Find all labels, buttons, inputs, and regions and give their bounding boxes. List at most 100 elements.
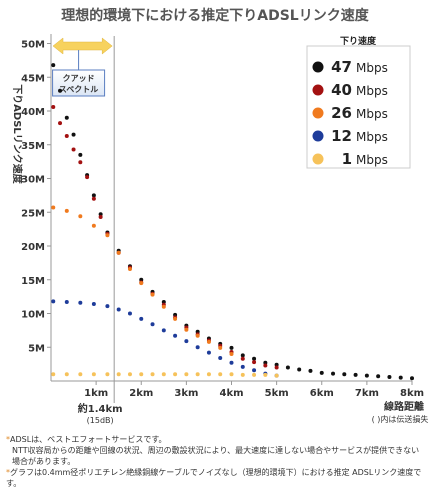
data-point bbox=[64, 372, 69, 377]
data-point bbox=[161, 304, 166, 309]
adsl-speed-chart: 理想的環境下における推定下りADSLリンク速度 下りADSLリンク速度 5M 10… bbox=[11, 7, 428, 425]
data-point bbox=[127, 266, 132, 271]
data-point bbox=[319, 370, 324, 375]
legend-swatch bbox=[312, 153, 324, 165]
x-tick-label: 8km bbox=[400, 388, 424, 399]
data-point bbox=[150, 372, 155, 377]
data-point bbox=[184, 327, 189, 332]
data-point bbox=[98, 214, 103, 219]
legend-swatch bbox=[312, 61, 324, 73]
data-point bbox=[78, 152, 83, 157]
data-point bbox=[410, 376, 414, 381]
legend-value: 40 bbox=[331, 81, 352, 99]
data-point bbox=[51, 104, 56, 109]
data-point bbox=[78, 372, 83, 377]
quad-label-line1: クアッド bbox=[63, 73, 95, 83]
data-point bbox=[240, 356, 245, 361]
data-point bbox=[206, 372, 211, 377]
data-point bbox=[150, 322, 155, 327]
legend: 下り速度 47 Mbps 40 Mbps 26 Mbps 12 Mbps 1 Mbps bbox=[306, 35, 411, 169]
y-axis-label: 下りADSLリンク速度 bbox=[11, 84, 24, 185]
x-tick-label: 4km bbox=[219, 388, 243, 399]
data-point bbox=[64, 300, 69, 305]
footnote-mark: * bbox=[6, 468, 10, 477]
data-point bbox=[252, 368, 257, 373]
data-point bbox=[285, 365, 290, 370]
data-point bbox=[173, 372, 178, 377]
data-point bbox=[139, 281, 144, 286]
data-point bbox=[206, 350, 211, 355]
data-point bbox=[139, 372, 144, 377]
data-point bbox=[308, 368, 313, 373]
data-point bbox=[161, 328, 166, 333]
data-point bbox=[64, 208, 69, 213]
y-tick-label: 30M bbox=[21, 175, 45, 186]
data-point bbox=[71, 132, 76, 137]
data-point bbox=[161, 372, 166, 377]
data-point bbox=[78, 300, 83, 305]
data-point bbox=[51, 372, 56, 377]
data-point bbox=[64, 133, 69, 138]
data-point bbox=[274, 365, 279, 370]
data-point bbox=[376, 374, 381, 379]
data-point bbox=[229, 372, 234, 377]
legend-unit: Mbps bbox=[356, 130, 388, 144]
legend-unit: Mbps bbox=[356, 153, 388, 167]
data-point bbox=[263, 372, 268, 377]
legend-swatch bbox=[312, 107, 324, 119]
data-point bbox=[91, 223, 96, 228]
y-tick-label: 20M bbox=[21, 242, 45, 253]
legend-swatch bbox=[312, 130, 324, 142]
data-point bbox=[78, 214, 83, 219]
data-point bbox=[127, 311, 132, 316]
data-point bbox=[206, 339, 211, 344]
legend-unit: Mbps bbox=[356, 107, 388, 121]
quad-spectrum-arrow bbox=[52, 37, 113, 55]
y-tick-label: 15M bbox=[21, 276, 45, 287]
data-point bbox=[331, 371, 336, 376]
quad-label-line2: スペクトル bbox=[59, 84, 98, 94]
data-point bbox=[58, 121, 63, 126]
data-point bbox=[240, 372, 245, 377]
x-tick-label: 5km bbox=[265, 388, 289, 399]
data-point bbox=[78, 160, 83, 165]
y-tick-label: 45M bbox=[21, 73, 45, 84]
y-ticks: 5M 10M 15M 20M 25M 30M 35M 40M 45M 50M bbox=[21, 40, 51, 354]
data-point bbox=[71, 147, 76, 152]
legend-value: 47 bbox=[331, 58, 352, 76]
data-point bbox=[91, 193, 96, 198]
data-point bbox=[229, 360, 234, 365]
legend-title: 下り速度 bbox=[340, 35, 377, 47]
legend-unit: Mbps bbox=[356, 61, 388, 75]
footnote-text: ADSLは、ベストエフォートサービスです。 bbox=[10, 435, 167, 444]
legend-unit: Mbps bbox=[356, 84, 388, 98]
x-tick-label: 7km bbox=[355, 388, 379, 399]
data-point bbox=[184, 339, 189, 344]
x-tick-label: 6km bbox=[310, 388, 334, 399]
legend-value: 26 bbox=[331, 104, 352, 122]
legend-value: 12 bbox=[331, 127, 352, 145]
data-point bbox=[150, 292, 155, 297]
x-axis-label: 線路距離 bbox=[384, 400, 424, 413]
y-tick-label: 10M bbox=[21, 310, 45, 321]
footnote-mark: * bbox=[6, 435, 10, 444]
data-point bbox=[116, 307, 121, 312]
data-point bbox=[116, 372, 121, 377]
data-point bbox=[240, 353, 245, 358]
x-tick-label: 1km bbox=[84, 388, 108, 399]
data-points bbox=[51, 63, 414, 381]
distance-marker-sublabel: (15dB) bbox=[87, 416, 114, 425]
data-point bbox=[105, 304, 110, 309]
footnote-2: NTT収容局からの距離や回線の状況、周辺の敷設状況により、最大速度に達しない場合… bbox=[6, 445, 424, 467]
data-point bbox=[195, 333, 200, 338]
x-tick-label: 2km bbox=[129, 388, 153, 399]
data-point bbox=[274, 373, 279, 378]
data-point bbox=[218, 345, 223, 350]
y-tick-label: 50M bbox=[21, 40, 45, 51]
data-point bbox=[51, 205, 56, 210]
footnote-text: NTT収容局からの距離や回線の状況、周辺の敷設状況により、最大速度に達しない場合… bbox=[12, 446, 420, 466]
data-point bbox=[105, 233, 110, 238]
data-point bbox=[91, 372, 96, 377]
data-point bbox=[173, 333, 178, 338]
data-point bbox=[64, 115, 69, 120]
